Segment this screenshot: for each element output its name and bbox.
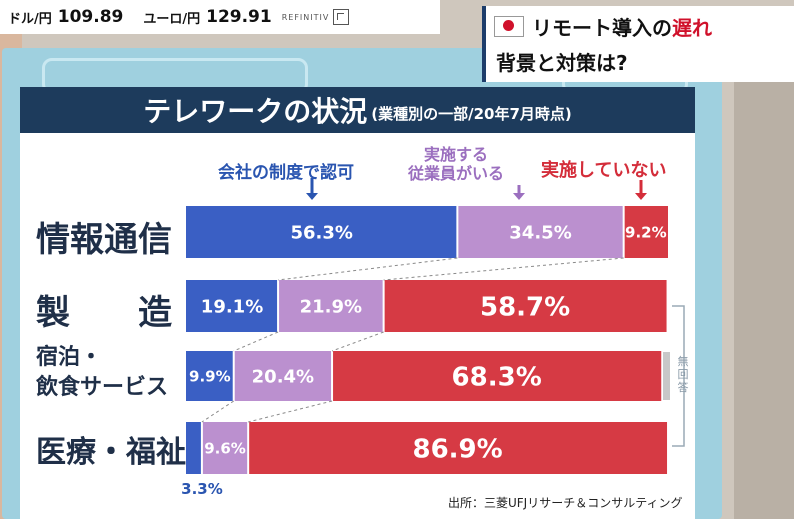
category-label-3-line1: 宿泊・ <box>36 345 103 370</box>
legend-purple-arrow-icon <box>513 185 525 200</box>
no-answer-segment <box>663 352 670 400</box>
category-label-1: 情報通信 <box>36 220 172 260</box>
headline-emphasis: 遅れ <box>672 16 712 40</box>
chart-title: テレワークの状況 <box>143 95 368 128</box>
value-label-2-3: 58.7% <box>480 292 570 322</box>
market-ticker: ドル/円 109.89 ユーロ/円 129.91 REFINITIV <box>0 0 440 34</box>
value-label-3-3: 68.3% <box>452 362 542 392</box>
chart-subtitle: (業種別の一部/20年7月時点) <box>371 104 572 123</box>
legend-red: 実施していない <box>541 160 667 181</box>
headline-line1: リモート導入の <box>532 16 672 40</box>
category-label-4: 医療・福祉 <box>36 435 186 470</box>
value-label-1-2: 34.5% <box>509 222 571 243</box>
no-answer-bracket <box>672 305 685 447</box>
connector-2-1 <box>233 331 279 352</box>
category-label-2: 製 造 <box>36 293 172 333</box>
connector-1-2 <box>383 257 624 281</box>
bar-1-1 <box>186 206 458 258</box>
bar-3-3 <box>332 351 662 401</box>
value-label-2-1: 19.1% <box>201 296 263 317</box>
usd-jpy-value: 109.89 <box>57 7 124 27</box>
bar-4-1 <box>186 422 202 474</box>
bar-4-3 <box>248 422 668 474</box>
bar-3-2 <box>233 351 333 401</box>
eur-jpy-value: 129.91 <box>206 7 272 27</box>
value-label-1-1: 56.3% <box>290 222 352 243</box>
japan-flag-icon <box>494 16 524 37</box>
connector-1-1 <box>278 257 458 281</box>
bar-1-3 <box>623 206 668 258</box>
bar-2-3 <box>383 280 667 332</box>
headline-line2: 背景と対策は? <box>496 51 628 75</box>
studio-background-right <box>734 60 794 519</box>
no-answer-label: 無回答 <box>677 355 689 394</box>
bar-4-2 <box>201 422 249 474</box>
legend-purple-line1: 実施する <box>424 145 489 164</box>
value-label-1-3: 9.2% <box>625 223 667 241</box>
category-label-3-line2: 飲食サービス <box>36 375 169 400</box>
value-label-2-2: 21.9% <box>300 296 362 317</box>
eur-jpy-label: ユーロ/円 <box>143 11 201 27</box>
value-label-4-3: 86.9% <box>413 434 503 464</box>
refinitiv-logo-icon <box>333 9 350 25</box>
value-label-4-1: 3.3% <box>181 480 223 498</box>
connector-3-2 <box>248 400 333 423</box>
usd-jpy-label: ドル/円 <box>8 11 52 27</box>
legend-red-arrow-icon <box>635 180 647 200</box>
category-label-3: 宿泊・ 飲食サービス <box>36 343 168 403</box>
bar-1-2 <box>457 206 624 258</box>
legend-purple: 実施する 従業員がいる <box>408 145 504 183</box>
legend-purple-line2: 従業員がいる <box>408 164 505 183</box>
connector-2-2 <box>331 331 384 352</box>
bar-2-1 <box>186 280 279 332</box>
connector-3-1 <box>201 400 234 423</box>
value-label-3-1: 9.9% <box>189 367 231 385</box>
value-label-3-2: 20.4% <box>252 366 314 387</box>
bar-3-1 <box>186 351 234 401</box>
bar-2-2 <box>278 280 384 332</box>
chart-source: 出所：三菱UFJリサーチ＆コンサルティング <box>448 496 683 510</box>
legend-blue: 会社の制度で認可 <box>218 163 354 183</box>
ticker-source: REFINITIV <box>281 12 330 22</box>
legend-blue-arrow-icon <box>306 178 318 200</box>
headline-box: リモート導入の 遅れ 背景と対策は? <box>482 6 794 82</box>
chart-title-bar: テレワークの状況 (業種別の一部/20年7月時点) <box>20 87 695 133</box>
value-label-4-2: 9.6% <box>204 439 246 457</box>
